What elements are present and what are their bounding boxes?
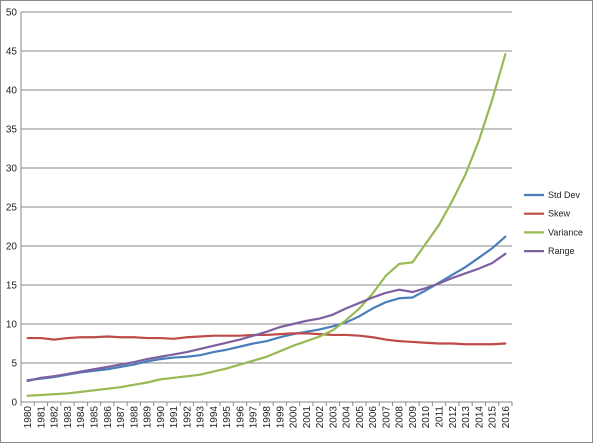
x-tick-label: 1980 (23, 406, 34, 429)
series-line-variance (26, 53, 507, 397)
x-tick-label: 2010 (421, 406, 432, 429)
x-tick-label: 1996 (235, 406, 246, 429)
x-tick-label: 1985 (89, 406, 100, 429)
x-tick-label: 2005 (355, 406, 366, 429)
x-tick-label: 1988 (129, 406, 140, 429)
legend: Std Dev Skew Variance Range (524, 190, 583, 256)
x-tick-label: 1999 (275, 406, 286, 429)
series-line-range (26, 252, 507, 383)
x-tick-label: 1997 (249, 406, 260, 429)
x-tick-label: 2016 (501, 406, 512, 429)
x-tick-label: 2007 (381, 406, 392, 429)
series-line-std-dev (26, 235, 507, 382)
x-tick-label: 1981 (36, 406, 47, 429)
x-tick-label: 2006 (368, 406, 379, 429)
y-tick-label: 10 (6, 320, 18, 331)
y-tick-label: 0 (11, 398, 17, 409)
x-tick-label: 1983 (63, 406, 74, 429)
x-tick-label: 2000 (289, 406, 300, 429)
x-tick-label: 2008 (395, 406, 406, 429)
y-tick-label: 5 (11, 359, 17, 370)
x-tick-label: 1989 (143, 406, 154, 429)
x-tick-label: 2014 (474, 406, 485, 429)
x-tick-label: 1984 (76, 406, 87, 429)
y-tick-label: 45 (6, 47, 18, 58)
x-tick-label: 1982 (50, 406, 61, 429)
y-tick-label: 15 (6, 281, 18, 292)
x-tick-label: 2011 (435, 406, 446, 428)
y-tick-label: 25 (6, 203, 18, 214)
y-tick-label: 20 (6, 242, 18, 253)
y-axis: 0 5 10 15 20 25 30 35 40 45 50 (6, 8, 22, 409)
x-tick-label: 1995 (222, 406, 233, 429)
x-tick-label: 2002 (315, 406, 326, 429)
x-tick-label: 2012 (448, 406, 459, 429)
x-tick-label: 1990 (156, 406, 167, 429)
x-tick-label: 1987 (116, 406, 127, 429)
x-tick-label: 1992 (182, 406, 193, 429)
y-tick-label: 30 (6, 164, 18, 175)
x-axis: 1980 1981 1982 1983 1984 1985 1986 1987 1988 1989… (20, 402, 513, 429)
legend-label-skew: Skew (548, 209, 571, 219)
x-tick-label: 2004 (342, 406, 353, 429)
x-tick-label: 2013 (461, 406, 472, 429)
legend-label-range: Range (548, 246, 575, 256)
y-tick-label: 40 (6, 86, 18, 97)
x-tick-label: 2009 (408, 406, 419, 429)
x-tick-label: 2001 (302, 406, 313, 429)
x-tick-label: 2015 (488, 406, 499, 429)
x-tick-label: 1986 (103, 406, 114, 429)
x-tick-label: 1993 (196, 406, 207, 429)
legend-label-std-dev: Std Dev (548, 190, 581, 200)
x-tick-label: 1991 (169, 406, 180, 429)
x-tick-label: 1994 (209, 406, 220, 429)
x-tick-label: 1998 (262, 406, 273, 429)
x-tick-label: 2003 (328, 406, 339, 429)
y-tick-label: 50 (6, 8, 18, 19)
series-line-skew (26, 332, 507, 346)
legend-label-variance: Variance (548, 227, 583, 237)
series-lines (26, 53, 507, 397)
y-tick-label: 35 (6, 125, 18, 136)
gridlines (21, 11, 512, 403)
